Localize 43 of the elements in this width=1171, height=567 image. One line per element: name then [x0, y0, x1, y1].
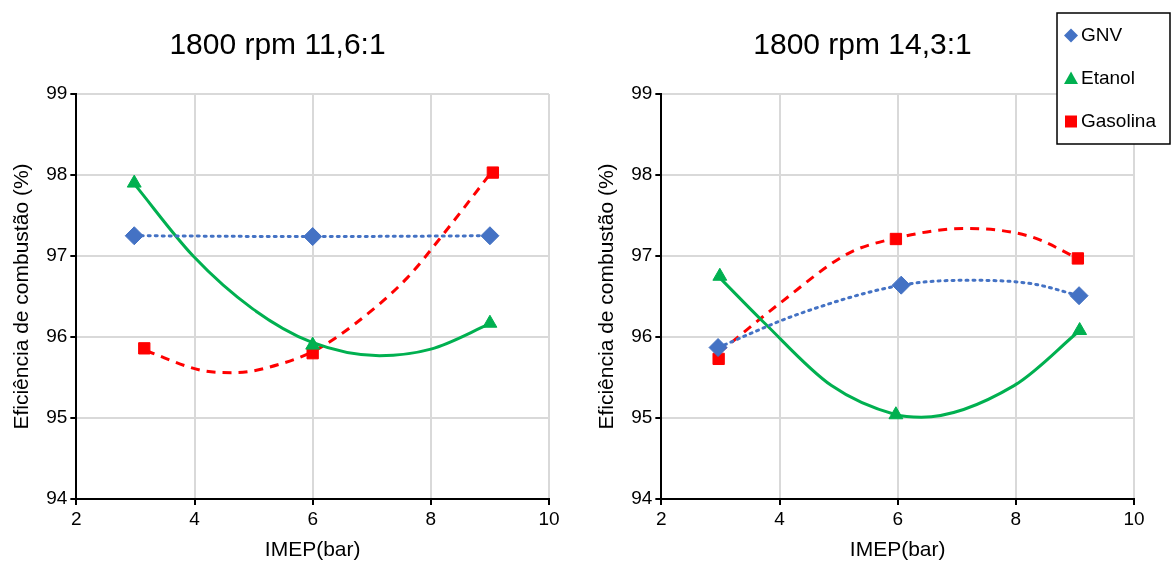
- point: [888, 406, 904, 420]
- x-tick-label: 4: [189, 507, 201, 529]
- chart-title: 1800 rpm 11,6:1: [169, 27, 386, 61]
- y-tick-label: 97: [631, 244, 653, 266]
- point: [708, 338, 728, 358]
- x-tick-label: 6: [307, 507, 318, 529]
- x-axis-title: IMEP(bar): [264, 537, 361, 561]
- y-tick-label: 98: [46, 163, 68, 185]
- y-axis-title: Eficiência de combustão (%): [594, 163, 618, 430]
- chart-title: 1800 rpm 14,3:1: [753, 27, 972, 61]
- y-tick-label: 96: [631, 325, 653, 347]
- point: [1072, 322, 1088, 336]
- point: [889, 232, 903, 246]
- legend-label: GNV: [1081, 23, 1123, 45]
- x-tick-label: 6: [892, 507, 903, 529]
- x-tick-label: 2: [656, 507, 667, 529]
- x-tick-label: 10: [1123, 507, 1145, 529]
- y-tick-label: 98: [631, 163, 653, 185]
- y-tick-label: 97: [46, 244, 68, 266]
- y-axis-title: Eficiência de combustão (%): [9, 163, 33, 430]
- point: [138, 342, 151, 355]
- point: [1071, 252, 1085, 265]
- y-tick-label: 99: [46, 82, 68, 104]
- point: [303, 227, 323, 247]
- x-tick-label: 4: [774, 507, 786, 529]
- y-tick-label: 99: [631, 82, 653, 104]
- y-tick-label: 94: [631, 487, 653, 509]
- y-tick-label: 94: [46, 487, 68, 509]
- point: [486, 166, 500, 179]
- x-tick-label: 2: [71, 507, 82, 529]
- x-tick-label: 8: [1010, 507, 1022, 529]
- legend-label: Etanol: [1081, 66, 1135, 88]
- y-tick-label: 96: [46, 325, 68, 347]
- point: [480, 226, 500, 246]
- x-axis-title: IMEP(bar): [849, 537, 946, 561]
- y-tick-label: 95: [46, 406, 68, 428]
- point: [1069, 286, 1089, 306]
- x-tick-label: 10: [538, 507, 560, 529]
- legend-label: Gasolina: [1081, 109, 1157, 131]
- point: [891, 275, 911, 295]
- y-tick-label: 95: [631, 406, 653, 428]
- x-tick-label: 8: [425, 507, 437, 529]
- point: [124, 226, 144, 246]
